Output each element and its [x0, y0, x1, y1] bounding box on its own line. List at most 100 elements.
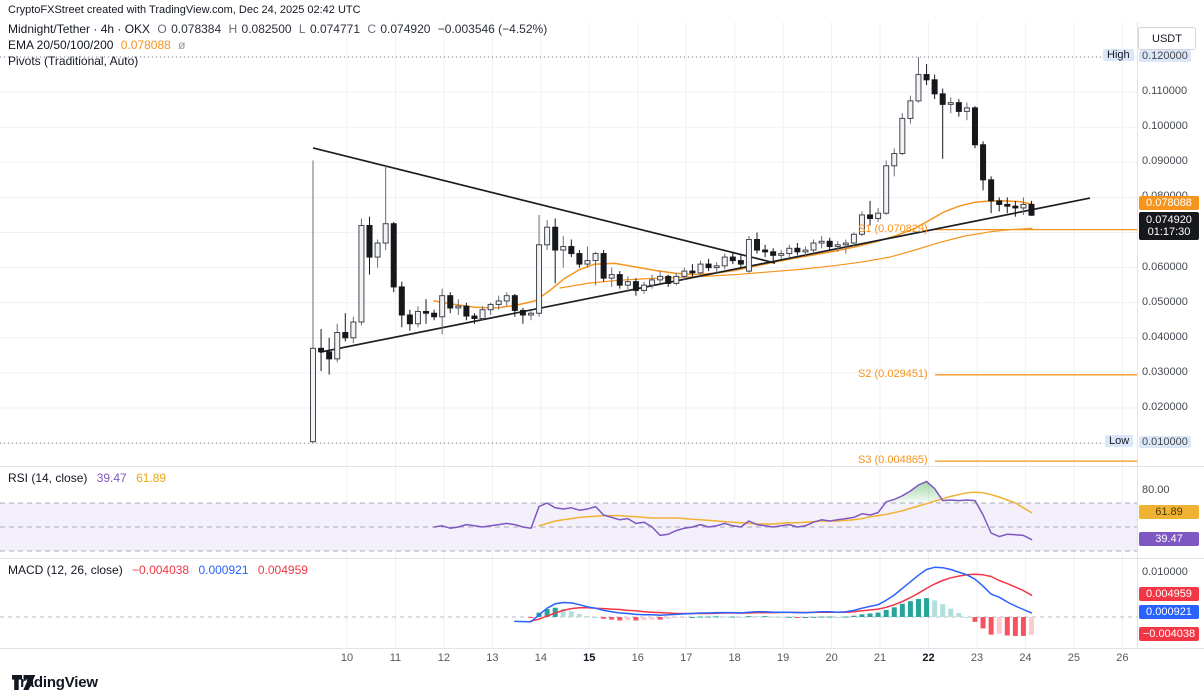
ema-value: 0.078088 [120, 38, 171, 52]
candle-body [778, 253, 785, 256]
time-axis-day-label: 11 [389, 652, 402, 664]
time-axis-day-label: 23 [970, 652, 984, 664]
macd-histogram-bar [794, 617, 800, 618]
macd-histogram-bar [980, 617, 986, 629]
macd-pane-header[interactable]: MACD (12, 26, close) −0.004038 0.000921 … [8, 563, 314, 577]
candle-body [1028, 203, 1035, 216]
ema-indicator-row[interactable]: EMA 20/50/100/200 0.078088 ø [8, 38, 551, 53]
macd-line-value: 0.000921 [198, 563, 249, 577]
currency-toggle-button[interactable]: USDT [1138, 27, 1196, 50]
macd-histogram-bar [625, 617, 631, 621]
macd-histogram-bar [593, 617, 599, 618]
close-value: 0.074920 [380, 22, 431, 36]
candle-body [875, 212, 882, 219]
macd-histogram-bar [907, 601, 913, 617]
macd-hist-badge: −0.004038 [1139, 626, 1199, 641]
candle-body [996, 200, 1003, 205]
price-tick: 0.010000 [1139, 436, 1191, 449]
macd-histogram-bar [802, 617, 808, 618]
time-axis-day-label: 14 [534, 652, 547, 664]
macd-signal-value: 0.004959 [257, 563, 308, 577]
time-axis[interactable] [0, 648, 1137, 668]
candle-body [366, 224, 373, 258]
candle-body [754, 239, 761, 251]
trendline-drawing[interactable] [319, 197, 1091, 354]
candle-body [463, 305, 470, 317]
trendline-drawing[interactable] [312, 147, 776, 264]
candle-body [431, 312, 438, 318]
macd-histogram-bar [964, 617, 970, 618]
ema-visibility-icon[interactable]: ø [178, 38, 186, 52]
macd-histogram-bar [649, 617, 655, 620]
rsi-axis-tick: 80.00 [1142, 484, 1170, 496]
watermark-attribution: CryptoFXStreet created with TradingView.… [8, 4, 361, 16]
macd-histogram-bar [641, 617, 647, 621]
rsi-pane-header[interactable]: RSI (14, close) 39.47 61.89 [8, 471, 172, 485]
macd-histogram-bar [924, 598, 930, 617]
change-value: −0.003546 (−4.52%) [437, 22, 548, 36]
candle-body [503, 295, 510, 302]
candle-body [511, 295, 518, 311]
candle-body [414, 310, 421, 325]
low-label: L [298, 22, 306, 36]
tradingview-logo-icon [12, 675, 36, 690]
macd-histogram-bar [915, 598, 921, 617]
rsi-ma-value: 61.89 [136, 471, 167, 485]
candle-body [495, 300, 502, 305]
candle-body [737, 260, 744, 265]
candle-body [891, 153, 898, 167]
pivots-indicator-row[interactable]: Pivots (Traditional, Auto) [8, 54, 551, 69]
macd-signal-badge: 0.004959 [1139, 587, 1199, 602]
candle-body [786, 247, 793, 255]
candle-body [600, 253, 607, 279]
macd-histogram-bar [568, 611, 574, 617]
candle-body [899, 117, 906, 155]
candle-body [818, 240, 825, 244]
macd-histogram-bar [584, 616, 590, 618]
candle-body [536, 244, 543, 314]
candle-body [584, 260, 591, 265]
candle-body [447, 295, 454, 309]
rsi-ma-line [538, 491, 1033, 527]
high-value: 0.082500 [241, 22, 292, 36]
candle-body [907, 100, 914, 119]
candle-body [923, 74, 930, 81]
symbol-row[interactable]: Midnight/Tether · 4h · OKX O 0.078384 H … [8, 22, 551, 37]
macd-histogram-bar [1020, 617, 1026, 636]
macd-histogram-bar [609, 617, 615, 620]
time-axis-day-label: 26 [1116, 652, 1129, 664]
candle-body [955, 102, 962, 112]
macd-histogram-bar [560, 609, 566, 617]
macd-histogram-bar [601, 617, 607, 619]
macd-histogram-bar [899, 603, 905, 617]
time-axis-day-label: 12 [437, 652, 451, 664]
candle-body [915, 74, 922, 102]
candle-body [616, 274, 623, 286]
time-axis-day-label: 19 [777, 652, 790, 664]
candle-body [858, 214, 865, 235]
candle-body [721, 256, 728, 267]
macd-histogram-bar [762, 616, 768, 618]
macd-histogram-bar [1028, 617, 1034, 635]
macd-line-badge: 0.000921 [1139, 604, 1199, 619]
macd-histogram-bar [689, 617, 695, 618]
macd-histogram-bar [714, 616, 720, 618]
rsi-value-badge: 39.47 [1139, 531, 1199, 546]
low-value: 0.074771 [309, 22, 361, 36]
ema-price-badge: 0.078088 [1139, 196, 1199, 211]
candle-body [939, 93, 946, 105]
macd-histogram-bar [770, 616, 776, 618]
tradingview-logo[interactable]: TradingView [12, 674, 98, 691]
candle-body [729, 256, 736, 262]
macd-histogram-bar [972, 617, 978, 622]
candle-body [770, 251, 777, 256]
candle-body [455, 305, 462, 309]
candle-body [487, 303, 494, 311]
rsi-ma-badge: 61.89 [1139, 504, 1199, 519]
candle-body [310, 347, 316, 443]
candle-body [850, 233, 857, 244]
candle-body [624, 281, 631, 286]
macd-histogram-bar [827, 616, 833, 618]
